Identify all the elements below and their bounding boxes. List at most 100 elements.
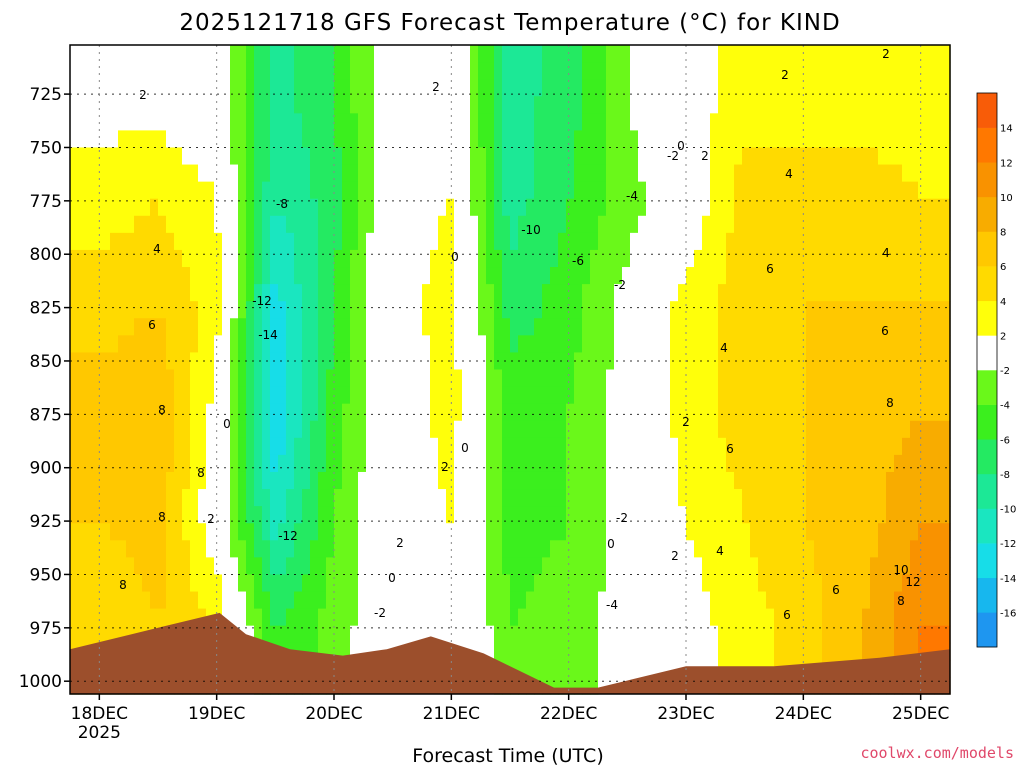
contour-label: 6: [148, 318, 156, 332]
temperature-cell: [894, 318, 903, 336]
temperature-cell: [86, 335, 95, 354]
temperature-cell: [606, 523, 615, 541]
temperature-cell: [774, 62, 783, 80]
temperature-cell: [86, 403, 95, 422]
temperature-cell: [70, 164, 79, 183]
temperature-cell: [934, 523, 943, 541]
temperature-cell: [606, 335, 615, 354]
temperature-cell: [478, 318, 487, 336]
temperature-cell: [718, 437, 727, 456]
temperature-cell: [646, 437, 655, 456]
temperature-cell: [142, 164, 151, 183]
temperature-cell: [110, 198, 119, 217]
temperature-cell: [614, 113, 623, 131]
temperature-cell: [206, 489, 215, 507]
temperature-cell: [894, 489, 903, 507]
temperature-cell: [510, 557, 519, 576]
temperature-cell: [646, 557, 655, 576]
temperature-cell: [486, 608, 495, 627]
temperature-cell: [662, 659, 671, 678]
temperature-cell: [774, 318, 783, 336]
temperature-cell: [214, 96, 223, 114]
temperature-cell: [870, 198, 879, 217]
temperature-cell: [246, 369, 255, 388]
temperature-cell: [710, 45, 719, 63]
temperature-cell: [622, 642, 631, 661]
temperature-cell: [598, 437, 607, 456]
temperature-cell: [430, 232, 439, 251]
temperature-cell: [598, 45, 607, 63]
temperature-cell: [142, 369, 151, 388]
temperature-cell: [222, 369, 231, 388]
temperature-cell: [254, 113, 263, 131]
temperature-cell: [254, 608, 263, 627]
temperature-cell: [894, 591, 903, 610]
temperature-cell: [134, 284, 143, 302]
temperature-cell: [462, 369, 471, 388]
temperature-cell: [398, 181, 407, 200]
temperature-cell: [358, 79, 367, 97]
temperature-cell: [526, 352, 535, 371]
temperature-cell: [78, 489, 87, 507]
temperature-cell: [662, 96, 671, 114]
temperature-cell: [102, 113, 111, 131]
temperature-cell: [678, 574, 687, 593]
temperature-cell: [182, 557, 191, 576]
temperature-cell: [398, 369, 407, 388]
temperature-cell: [486, 164, 495, 183]
temperature-cell: [862, 267, 871, 285]
temperature-cell: [542, 249, 551, 268]
temperature-cell: [454, 267, 463, 285]
temperature-cell: [614, 608, 623, 627]
temperature-cell: [766, 540, 775, 558]
temperature-cell: [606, 181, 615, 200]
temperature-cell: [902, 215, 911, 234]
temperature-cell: [246, 45, 255, 63]
temperature-cell: [230, 249, 239, 268]
temperature-cell: [838, 215, 847, 234]
y-tick-label: 875: [30, 405, 62, 425]
temperature-cell: [326, 591, 335, 610]
temperature-cell: [278, 181, 287, 200]
temperature-cell: [182, 352, 191, 371]
temperature-cell: [286, 403, 295, 422]
temperature-cell: [878, 79, 887, 97]
temperature-cell: [894, 301, 903, 319]
temperature-cell: [590, 301, 599, 319]
temperature-cell: [910, 249, 919, 268]
temperature-cell: [214, 420, 223, 439]
temperature-cell: [774, 96, 783, 114]
temperature-cell: [678, 352, 687, 371]
temperature-cell: [542, 147, 551, 166]
temperature-cell: [462, 420, 471, 439]
temperature-cell: [686, 284, 695, 302]
temperature-cell: [830, 454, 839, 473]
temperature-cell: [542, 232, 551, 251]
temperature-cell: [102, 608, 111, 627]
temperature-cell: [822, 232, 831, 251]
temperature-cell: [358, 437, 367, 456]
temperature-cell: [486, 386, 495, 405]
temperature-cell: [142, 232, 151, 251]
temperature-cell: [214, 164, 223, 183]
temperature-cell: [766, 369, 775, 388]
temperature-cell: [286, 523, 295, 541]
temperature-cell: [670, 335, 679, 354]
temperature-cell: [718, 96, 727, 114]
temperature-cell: [646, 523, 655, 541]
temperature-cell: [542, 301, 551, 319]
temperature-cell: [558, 96, 567, 114]
temperature-cell: [502, 352, 511, 371]
temperature-cell: [430, 506, 439, 524]
temperature-cell: [406, 45, 415, 63]
temperature-cell: [694, 386, 703, 405]
temperature-cell: [926, 96, 935, 114]
temperature-cell: [918, 164, 927, 183]
temperature-cell: [806, 523, 815, 541]
temperature-cell: [734, 471, 743, 490]
temperature-cell: [782, 164, 791, 183]
temperature-cell: [422, 79, 431, 97]
temperature-cell: [558, 540, 567, 558]
temperature-cell: [166, 164, 175, 183]
temperature-cell: [670, 352, 679, 371]
